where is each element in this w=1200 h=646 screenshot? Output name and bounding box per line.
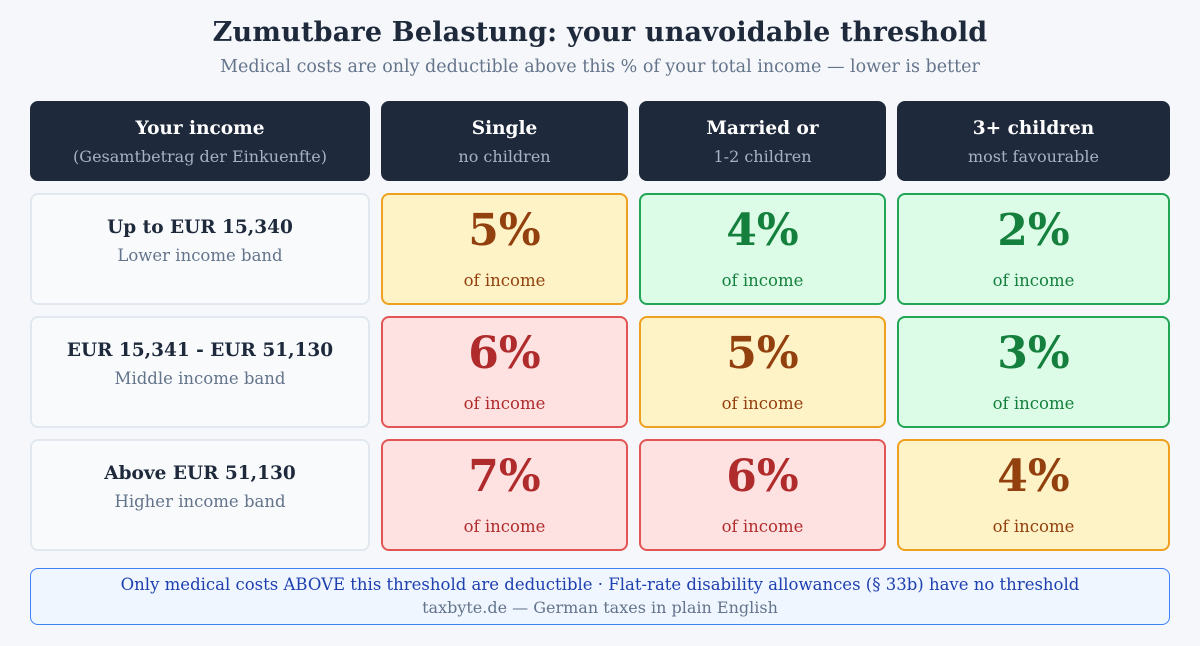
- row-income-range: Up to EUR 15,340: [107, 217, 293, 238]
- page-subtitle: Medical costs are only deductible above …: [220, 57, 980, 77]
- header-single-subtitle: no children: [458, 147, 551, 166]
- row-income-range: EUR 15,341 - EUR 51,130: [66, 340, 334, 361]
- header-three-children-subtitle: most favourable: [968, 147, 1099, 166]
- footer-note: Only medical costs ABOVE this threshold …: [120, 575, 1080, 594]
- rate-value: 6%: [468, 328, 541, 379]
- header-married-subtitle: 1-2 children: [713, 147, 812, 166]
- rate-cell-higher-married: 6% of income: [639, 439, 886, 551]
- rate-unit: of income: [721, 271, 804, 290]
- rate-cell-lower-three-children: 2% of income: [897, 193, 1170, 305]
- rate-value: 2%: [997, 205, 1070, 256]
- rate-unit: of income: [992, 517, 1075, 536]
- page-title: Zumutbare Belastung: your unavoidable th…: [212, 17, 988, 48]
- rate-cell-middle-single: 6% of income: [381, 316, 628, 428]
- rate-value: 3%: [997, 328, 1070, 379]
- rate-unit: of income: [721, 394, 804, 413]
- row-label-lower: Up to EUR 15,340 Lower income band: [30, 193, 370, 305]
- rate-value: 5%: [468, 205, 541, 256]
- row-income-range: Above EUR 51,130: [104, 463, 296, 484]
- rate-unit: of income: [463, 394, 546, 413]
- rate-unit: of income: [992, 271, 1075, 290]
- row-income-band: Lower income band: [117, 246, 283, 265]
- rate-cell-middle-three-children: 3% of income: [897, 316, 1170, 428]
- rate-value: 4%: [997, 451, 1070, 502]
- footer-note-box: Only medical costs ABOVE this threshold …: [30, 568, 1170, 625]
- rate-value: 5%: [726, 328, 799, 379]
- rate-cell-middle-married: 5% of income: [639, 316, 886, 428]
- header-three-children: 3+ children most favourable: [897, 101, 1170, 181]
- rate-value: 4%: [726, 205, 799, 256]
- footer-credit: taxbyte.de — German taxes in plain Engli…: [422, 598, 778, 617]
- header-income-subtitle: (Gesamtbetrag der Einkuenfte): [73, 147, 327, 166]
- rate-unit: of income: [463, 271, 546, 290]
- row-label-middle: EUR 15,341 - EUR 51,130 Middle income ba…: [30, 316, 370, 428]
- row-income-band: Middle income band: [114, 369, 286, 388]
- rate-value: 7%: [468, 451, 541, 502]
- row-label-higher: Above EUR 51,130 Higher income band: [30, 439, 370, 551]
- rate-cell-higher-single: 7% of income: [381, 439, 628, 551]
- rate-cell-lower-single: 5% of income: [381, 193, 628, 305]
- header-married: Married or 1-2 children: [639, 101, 886, 181]
- rate-unit: of income: [463, 517, 546, 536]
- rate-value: 6%: [726, 451, 799, 502]
- rate-cell-lower-married: 4% of income: [639, 193, 886, 305]
- header-single: Single no children: [381, 101, 628, 181]
- rate-unit: of income: [721, 517, 804, 536]
- header-single-title: Single: [471, 118, 538, 139]
- rate-unit: of income: [992, 394, 1075, 413]
- rate-cell-higher-three-children: 4% of income: [897, 439, 1170, 551]
- header-income-title: Your income: [135, 118, 265, 139]
- header-income: Your income (Gesamtbetrag der Einkuenfte…: [30, 101, 370, 181]
- header-three-children-title: 3+ children: [972, 118, 1095, 139]
- header-married-title: Married or: [706, 118, 819, 139]
- row-income-band: Higher income band: [114, 492, 286, 511]
